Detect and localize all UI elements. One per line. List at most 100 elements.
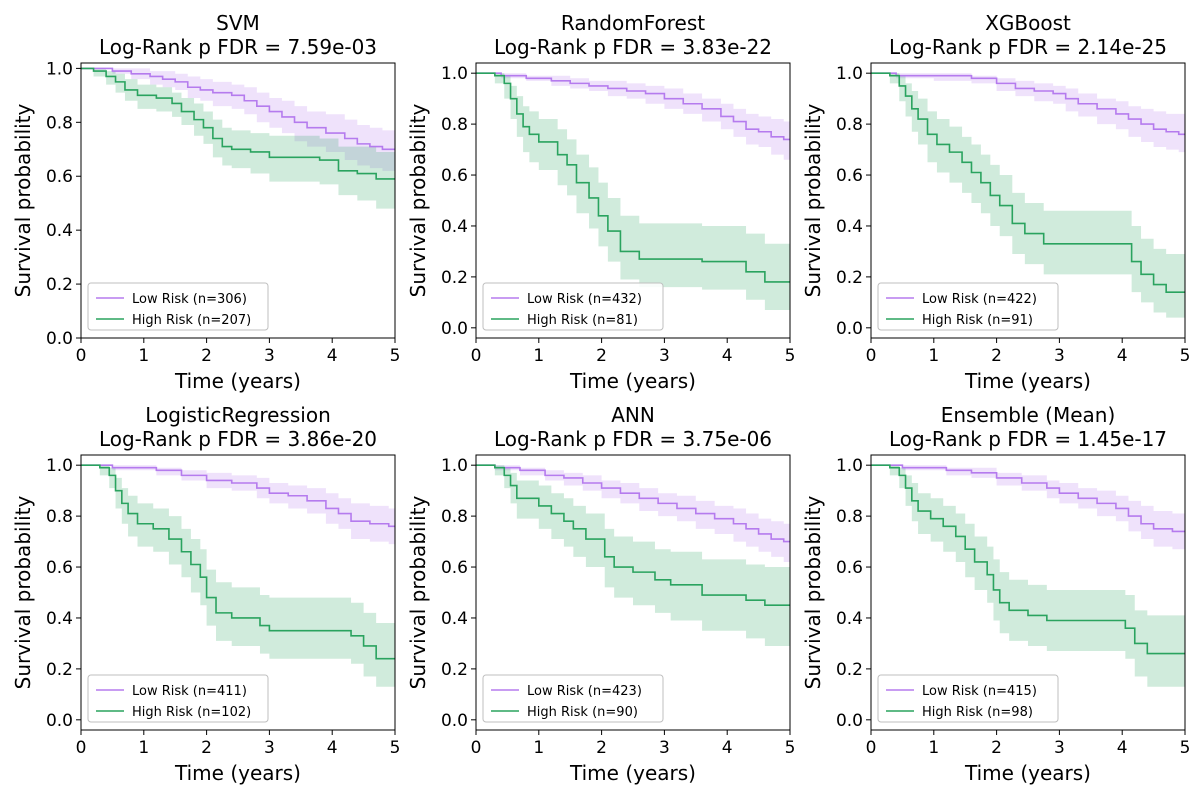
y-tick-label: 0.6 [441,558,468,578]
y-tick-label: 0.0 [441,319,468,339]
y-tick-label: 1.0 [836,64,863,84]
ci-band [476,465,790,646]
ci-band [476,73,790,310]
y-tick-label: 0.4 [46,221,73,241]
chart-title: ANN [611,403,655,427]
y-tick-label: 0.8 [836,115,863,135]
legend-box [482,674,664,723]
x-tick-label: 2 [596,738,607,758]
x-tick-label: 2 [991,346,1002,366]
x-tick-label: 1 [138,346,149,366]
x-tick-label: 0 [471,738,482,758]
chart-title: LogisticRegression [145,403,331,427]
y-axis-label: Survival probability [801,103,825,297]
ci-band [871,465,1185,550]
y-tick-label: 0.4 [441,217,468,237]
y-tick-label: 0.8 [836,507,863,527]
survival-curve [871,72,1185,293]
x-tick-label: 1 [928,738,939,758]
x-axis-label: Time (years) [569,761,696,785]
chart-subtitle: Log-Rank p FDR = 2.14e-25 [889,35,1167,59]
survival-curve [81,464,395,660]
x-tick-label: 4 [327,346,338,366]
legend: Low Risk (n=306) High Risk (n=207) [87,282,269,331]
chart-subtitle: Log-Rank p FDR = 1.45e-17 [889,427,1167,451]
plot-area [81,464,395,687]
y-tick-label: 0.6 [46,558,73,578]
x-tick-label: 1 [928,346,939,366]
y-tick-label: 0.2 [441,268,468,288]
x-tick-label: 2 [201,738,212,758]
ci-band [871,73,1185,318]
legend-box [482,282,664,331]
y-tick-label: 0.0 [46,329,73,349]
x-tick-label: 1 [533,738,544,758]
x-tick-label: 4 [1117,346,1128,366]
legend-label: Low Risk (n=415) [922,684,1037,699]
survival-curve [871,464,1185,655]
y-tick-label: 0.2 [46,275,73,295]
axes-frame [80,454,396,731]
chart-title: Ensemble (Mean) [941,403,1116,427]
chart-title: SVM [216,11,260,35]
chart-panel: Ensemble (Mean)Log-Rank p FDR = 1.45e-17… [801,403,1190,785]
x-axis-label: Time (years) [964,761,1091,785]
legend-label: High Risk (n=91) [922,313,1033,328]
x-tick-label: 5 [1180,346,1191,366]
plot-area [476,72,790,310]
legend-label: High Risk (n=81) [527,313,638,328]
x-tick-label: 4 [327,738,338,758]
survival-curve [81,67,395,151]
legend-label: Low Risk (n=432) [527,292,642,307]
x-axis-label: Time (years) [964,369,1091,393]
chart-title: XGBoost [985,11,1071,35]
ci-band [871,465,1185,687]
x-tick-label: 0 [866,738,877,758]
y-tick-label: 0.6 [836,558,863,578]
survival-curve [81,464,395,528]
x-tick-label: 0 [76,738,87,758]
legend-label: Low Risk (n=411) [132,684,247,699]
survival-curve [476,464,790,543]
x-tick-label: 5 [390,738,401,758]
x-tick-label: 3 [264,346,275,366]
legend-label: Low Risk (n=306) [132,292,247,307]
chart-subtitle: Log-Rank p FDR = 7.59e-03 [99,35,377,59]
legend-label: Low Risk (n=423) [527,684,642,699]
y-tick-label: 0.8 [46,113,73,133]
y-axis-label: Survival probability [801,495,825,689]
plot-area [476,464,790,646]
x-axis-label: Time (years) [174,761,301,785]
x-tick-label: 2 [596,346,607,366]
x-tick-label: 3 [659,738,670,758]
legend-box [87,674,269,723]
plot-area [871,72,1185,318]
axes-frame [870,62,1186,339]
x-tick-label: 5 [390,346,401,366]
y-tick-label: 0.6 [46,167,73,187]
ci-band [81,465,395,545]
y-tick-label: 0.0 [441,711,468,731]
y-tick-label: 0.2 [46,660,73,680]
x-tick-label: 1 [138,738,149,758]
x-tick-label: 3 [1054,346,1065,366]
x-tick-label: 5 [785,738,796,758]
y-tick-label: 0.2 [836,268,863,288]
y-tick-label: 1.0 [441,456,468,476]
ci-band [81,68,395,171]
y-tick-label: 0.4 [836,217,863,237]
legend: Low Risk (n=432) High Risk (n=81) [482,282,664,331]
y-tick-label: 0.2 [441,660,468,680]
axes-frame [870,454,1186,731]
x-tick-label: 5 [1180,738,1191,758]
y-axis-label: Survival probability [406,103,430,297]
y-axis-label: Survival probability [11,103,35,297]
legend-label: High Risk (n=207) [132,313,251,328]
legend-label: High Risk (n=90) [527,705,638,720]
y-tick-label: 0.6 [836,166,863,186]
x-axis-label: Time (years) [569,369,696,393]
